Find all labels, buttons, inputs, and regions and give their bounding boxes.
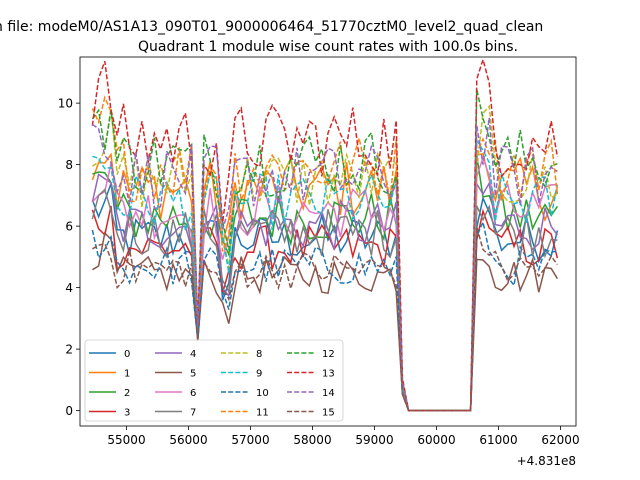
y-tick-label: 0 — [65, 404, 73, 418]
legend-label-5: 5 — [190, 369, 196, 380]
legend-label-15: 15 — [322, 408, 335, 419]
x-axis-ticks: 55000 56000 57000 58000 59000 60000 61000 62000 — [107, 426, 580, 447]
y-tick-label: 8 — [65, 158, 73, 172]
legend-label-10: 10 — [256, 388, 269, 399]
series-line-12 — [91, 89, 558, 412]
legend-label-0: 0 — [124, 349, 130, 360]
legend-label-4: 4 — [190, 349, 196, 360]
chart-title: Quadrant 1 module wise count rates with … — [138, 39, 518, 55]
legend-label-2: 2 — [124, 388, 130, 399]
chart-suptitle: n file: modeM0/AS1A13_090T01_9000006464_… — [0, 19, 543, 35]
series-line-5 — [92, 231, 559, 412]
legend-label-3: 3 — [124, 408, 130, 419]
y-tick-label: 6 — [65, 220, 73, 234]
x-tick-label: 58000 — [293, 433, 331, 447]
x-offset-label: +4.831e8 — [517, 454, 576, 468]
series-line-7 — [91, 188, 558, 412]
legend-label-1: 1 — [124, 369, 130, 380]
x-tick-label: 59000 — [355, 433, 393, 447]
series-line-15 — [92, 226, 559, 412]
legend-label-13: 13 — [322, 369, 335, 380]
series-line-10 — [91, 219, 558, 412]
series-line-13 — [91, 56, 559, 412]
y-axis-ticks: 0 2 4 6 8 10 — [58, 97, 80, 418]
x-tick-label: 62000 — [541, 433, 579, 447]
legend-label-9: 9 — [256, 369, 262, 380]
legend-box — [84, 339, 344, 422]
axes-frame — [79, 56, 577, 427]
y-tick-label: 10 — [58, 97, 73, 111]
y-tick-label: 2 — [65, 343, 73, 357]
x-tick-label: 60000 — [417, 433, 455, 447]
legend-label-7: 7 — [190, 408, 196, 419]
legend-label-11: 11 — [256, 408, 269, 419]
x-tick-label: 57000 — [231, 433, 269, 447]
legend-label-8: 8 — [256, 349, 262, 360]
legend-label-12: 12 — [322, 349, 335, 360]
x-tick-label: 56000 — [169, 433, 207, 447]
y-tick-label: 4 — [65, 281, 73, 295]
series-lines — [91, 56, 559, 412]
x-tick-label: 61000 — [479, 433, 517, 447]
series-line-9 — [92, 138, 559, 412]
legend-label-14: 14 — [322, 388, 335, 399]
series-line-6 — [91, 155, 558, 412]
legend-label-6: 6 — [190, 388, 196, 399]
series-line-11 — [91, 95, 559, 412]
x-tick-label: 55000 — [107, 433, 145, 447]
series-line-14 — [91, 117, 558, 412]
